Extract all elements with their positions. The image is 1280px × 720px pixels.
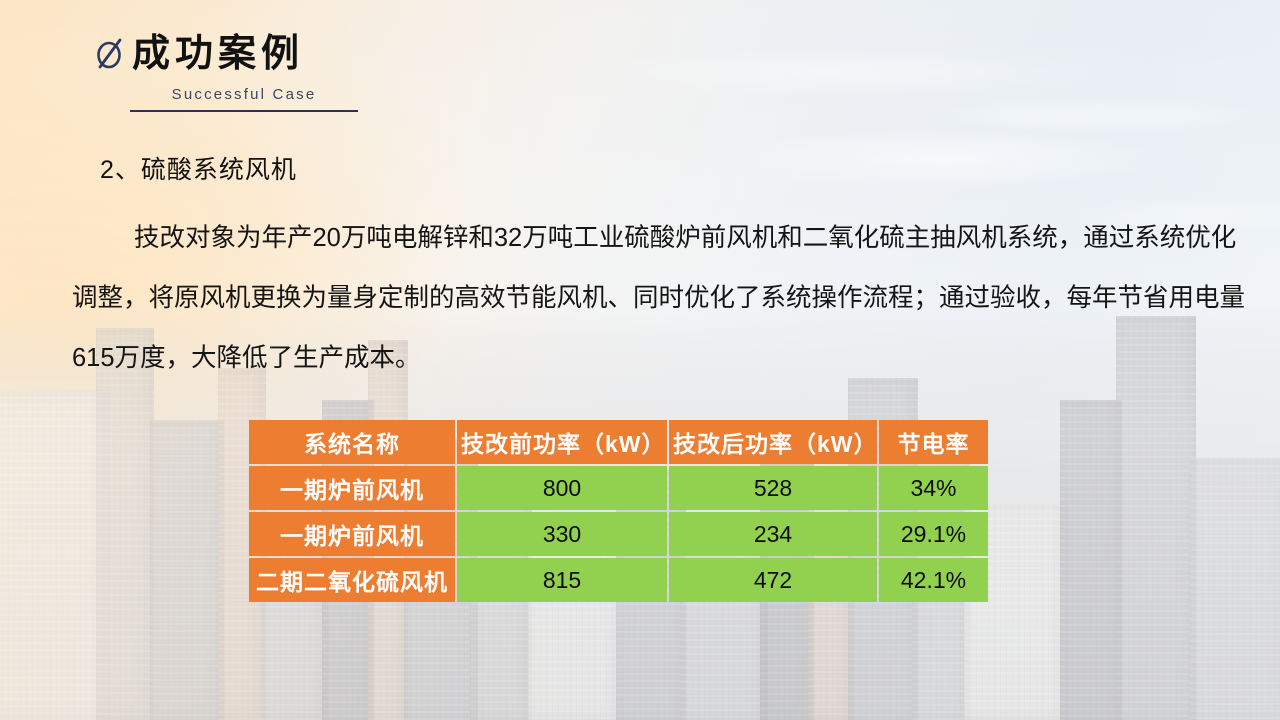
cell-system-name: 一期炉前风机 [249, 512, 455, 556]
subtitle-block: Successful Case [92, 86, 358, 112]
cell-saving-rate: 29.1% [879, 512, 988, 556]
cell-power-before: 815 [457, 558, 667, 602]
body-paragraph: 技改对象为年产20万吨电解锌和32万吨工业硫酸炉前风机和二氧化硫主抽风机系统，通… [72, 224, 1246, 372]
cell-system-name: 二期二氧化硫风机 [249, 558, 455, 602]
cell-saving-rate: 42.1% [879, 558, 988, 602]
diameter-slash-icon [92, 34, 128, 74]
page-title: 成功案例 [132, 33, 305, 75]
cell-system-name: 一期炉前风机 [249, 466, 455, 510]
column-header-power-after: 技改后功率（kW） [669, 420, 877, 464]
title-underline-rule [130, 110, 358, 112]
table-row: 一期炉前风机 800 528 34% [249, 466, 988, 510]
table-row: 二期二氧化硫风机 815 472 42.1% [249, 558, 988, 602]
title-row: 成功案例 [92, 34, 358, 74]
table-row: 一期炉前风机 330 234 29.1% [249, 512, 988, 556]
comparison-table-wrapper: 系统名称 技改前功率（kW） 技改后功率（kW） 节电率 一期炉前风机 800 … [247, 418, 988, 604]
slide-header: 成功案例 Successful Case [92, 34, 358, 112]
column-header-power-before: 技改前功率（kW） [457, 420, 667, 464]
section-heading: 2、硫酸系统风机 [100, 156, 297, 184]
cell-power-before: 800 [457, 466, 667, 510]
cell-power-before: 330 [457, 512, 667, 556]
cell-power-after: 528 [669, 466, 877, 510]
cell-power-after: 234 [669, 512, 877, 556]
cell-saving-rate: 34% [879, 466, 988, 510]
column-header-saving-rate: 节电率 [879, 420, 988, 464]
table-header-row: 系统名称 技改前功率（kW） 技改后功率（kW） 节电率 [249, 420, 988, 464]
page-subtitle: Successful Case [171, 86, 317, 103]
cell-power-after: 472 [669, 558, 877, 602]
column-header-system-name: 系统名称 [249, 420, 455, 464]
comparison-table: 系统名称 技改前功率（kW） 技改后功率（kW） 节电率 一期炉前风机 800 … [247, 418, 990, 604]
